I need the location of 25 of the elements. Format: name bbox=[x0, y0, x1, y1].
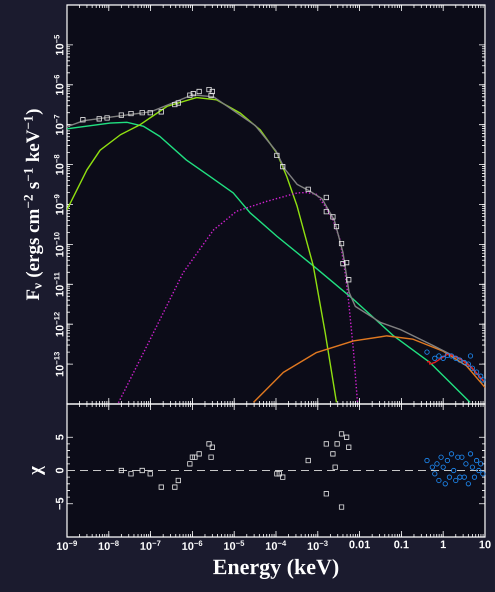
x-tick-label: 10 bbox=[480, 540, 491, 548]
x-tick-label: 10$^{−4}$ bbox=[266, 540, 286, 550]
y-tick-label: 10$^{−5}$ bbox=[54, 34, 64, 55]
y-tick-label: 5 bbox=[56, 434, 64, 440]
text: F$_{ν}$ (ergs cm$^{−2}$ s$^{−1}$ keV$^{−1}$) bbox=[24, 109, 44, 300]
x-tick-label: 10$^{−8}$ bbox=[98, 540, 119, 550]
y-tick-label: 10$^{−12}$ bbox=[54, 312, 64, 336]
x-axis-title: Energy (keV) bbox=[213, 558, 338, 579]
y-tick-label: 10$^{−8}$ bbox=[54, 154, 64, 175]
y-tick-label: 10$^{−11}$ bbox=[54, 272, 64, 296]
x-tick-label: 0.1 bbox=[394, 540, 409, 548]
y-tick-label: 10$^{−9}$ bbox=[54, 194, 64, 215]
y-tick-label: 0 bbox=[56, 468, 64, 474]
y-tick-label: 10$^{−6}$ bbox=[54, 74, 64, 95]
x-tick-label: 10$^{−6}$ bbox=[182, 540, 202, 550]
y-tick-label: 10$^{−13}$ bbox=[54, 352, 64, 376]
y-tick-label: 10$^{−7}$ bbox=[54, 114, 64, 135]
x-tick-label: 10$^{−5}$ bbox=[224, 540, 244, 550]
y-tick-label: −5 bbox=[56, 498, 64, 510]
x-tick-label: 10$^{−7}$ bbox=[140, 540, 161, 550]
y-axis-title: χ bbox=[32, 466, 45, 475]
x-tick-label: 1 bbox=[440, 540, 446, 548]
x-tick-label: 10$^{−3}$ bbox=[308, 540, 328, 550]
x-tick-label: 0.01 bbox=[349, 540, 370, 548]
y-tick-label: 10$^{−10}$ bbox=[54, 232, 64, 257]
